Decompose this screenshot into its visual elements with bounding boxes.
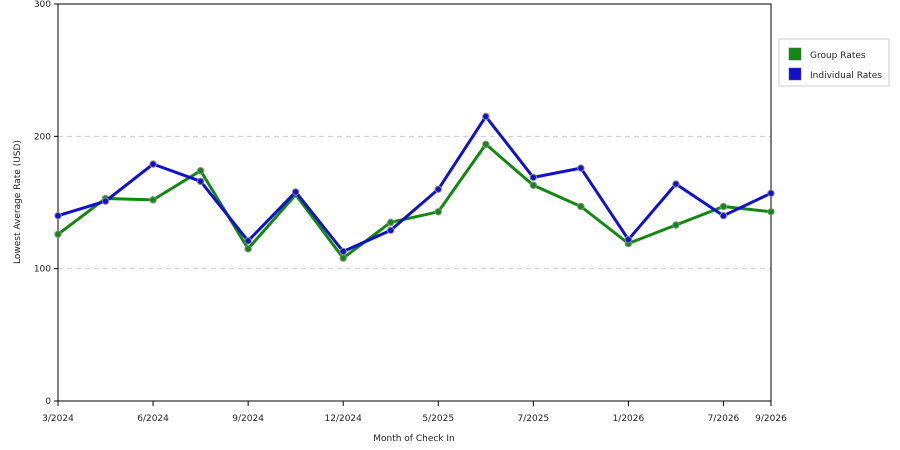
y-tick-label: 300 [34, 0, 51, 10]
data-point-individual-rates [149, 160, 157, 168]
data-point-individual-rates [529, 173, 538, 182]
data-point-individual-rates [767, 189, 775, 197]
data-point-individual-rates [244, 237, 252, 245]
x-tick-label: 1/2026 [613, 414, 645, 424]
x-tick-label: 7/2026 [708, 414, 740, 424]
data-point-individual-rates [624, 235, 633, 244]
data-point-group-rates [387, 218, 395, 227]
data-point-group-rates [529, 181, 538, 189]
data-point-group-rates [767, 208, 775, 216]
data-point-group-rates [244, 245, 252, 253]
legend-label: Individual Rates [810, 71, 882, 81]
data-point-individual-rates [577, 164, 585, 172]
legend-swatch [788, 67, 802, 81]
x-tick-label: 3/2024 [42, 414, 74, 424]
data-point-group-rates [54, 230, 62, 238]
data-point-individual-rates [434, 185, 442, 193]
data-point-individual-rates [387, 226, 395, 234]
data-point-individual-rates [291, 188, 300, 196]
legend: Group Rates Individual Rates [778, 38, 890, 87]
x-tick-label: 6/2024 [137, 414, 169, 424]
series-layer [54, 112, 775, 262]
plot-frame [57, 3, 772, 402]
data-point-individual-rates [339, 247, 347, 256]
data-point-individual-rates [54, 212, 62, 220]
y-axis-title: Lowest Average Rate (USD) [13, 140, 23, 264]
data-point-individual-rates [672, 180, 680, 188]
x-tick-label: 9/2026 [755, 414, 787, 424]
data-point-group-rates [339, 254, 347, 262]
x-tick-label: 12/2024 [325, 414, 363, 424]
x-tick-label: 7/2025 [517, 414, 549, 424]
data-point-group-rates [434, 208, 442, 216]
data-point-group-rates [482, 140, 490, 148]
y-tick-label: 0 [45, 397, 51, 407]
data-point-group-rates [577, 202, 585, 211]
x-tick-label: 5/2025 [422, 414, 454, 424]
data-point-group-rates [149, 196, 157, 204]
grid-layer [58, 135, 771, 270]
data-point-group-rates [672, 221, 680, 229]
series-line-individual-rates [56, 115, 773, 253]
y-tick-label: 100 [34, 265, 51, 275]
x-axis-title: Month of Check In [373, 434, 455, 444]
axes-layer: 0 100 200 300 3/2024 6/2024 9/2024 12/2024 5/202… [34, 0, 787, 424]
legend-label: Group Rates [810, 51, 866, 61]
data-point-individual-rates [719, 212, 728, 220]
x-tick-label: 9/2024 [232, 414, 264, 424]
data-point-group-rates [196, 167, 205, 175]
data-point-individual-rates [101, 197, 110, 205]
legend-swatch [788, 47, 802, 61]
y-tick-label: 200 [34, 132, 51, 142]
data-point-group-rates [719, 202, 728, 211]
data-point-individual-rates [196, 177, 205, 186]
data-point-individual-rates [482, 112, 490, 121]
series-line-group-rates [56, 142, 773, 260]
